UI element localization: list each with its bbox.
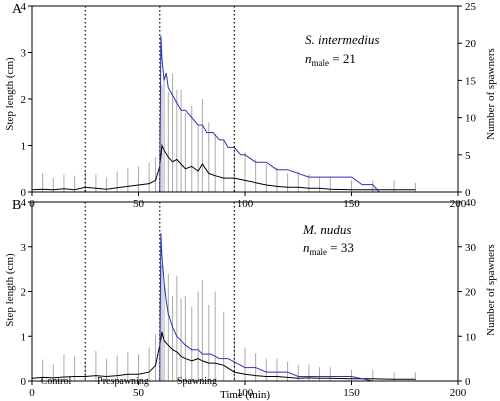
y-tick-label: 1	[21, 331, 27, 343]
y2-tick-label: 20	[465, 287, 477, 299]
x-tick-label: 50	[133, 387, 145, 399]
y2-tick-label: 0	[465, 376, 471, 388]
error-bars-b	[31, 264, 416, 381]
panel-label-b: B	[12, 198, 21, 213]
step-length-line-a	[31, 143, 416, 191]
error-bars-a	[31, 73, 416, 192]
x-tick-label: 100	[237, 198, 254, 210]
step-length-line-b	[31, 331, 416, 380]
n-male-label-b: nmale = 33	[303, 240, 354, 257]
panel-b: 0 50 100 150 200 0 1 2 3 4 0 10 20 30 40 B Step leng…	[4, 197, 497, 401]
y2-axis-title-b: Number of spawners	[485, 244, 497, 336]
y2-axis-title-a: Number of spawners	[485, 48, 497, 140]
y2-tick-label: 15	[465, 75, 477, 87]
y2-tick-label: 20	[465, 38, 477, 50]
spawners-line-a	[159, 35, 380, 193]
y-tick-label: 3	[21, 48, 27, 60]
phase-label-control: Control	[41, 376, 72, 387]
y-axis-title-a: Step length (cm)	[4, 57, 16, 131]
phase-label-prespawning: Prespawning	[97, 376, 149, 387]
y2-tick-label: 30	[465, 242, 477, 254]
n-subscript-b: male	[310, 247, 328, 257]
x-tick-label: 150	[343, 198, 360, 210]
x-tick-label: 50	[133, 198, 145, 210]
y-tick-label: 1	[21, 141, 27, 153]
y-tick-label: 3	[21, 242, 27, 254]
species-label-b: M. nudus	[302, 222, 351, 237]
panel-label-a: A	[12, 2, 23, 17]
x-tick-label: 100	[237, 387, 254, 399]
n-symbol-a: n	[305, 51, 312, 66]
x-axis-a: 0 50 100 150 200	[29, 192, 467, 210]
y2-tick-label: 0	[465, 187, 471, 199]
y2-tick-label: 10	[465, 113, 477, 125]
y2-tick-label: 10	[465, 331, 477, 343]
x-tick-label: 0	[29, 387, 35, 399]
y-tick-label: 4	[21, 1, 27, 13]
n-value-b: = 33	[327, 240, 354, 255]
n-symbol-b: n	[303, 240, 310, 255]
y-axis-left-a: 0 1 2 3 4	[21, 1, 32, 199]
n-subscript-a: male	[312, 58, 330, 68]
y-axis-left-b: 0 1 2 3 4	[21, 197, 32, 388]
y-axis-right-a: 0 5 10 15 20 25	[458, 1, 477, 199]
phase-dividers-a	[84, 6, 235, 192]
y-axis-right-b: 0 10 20 30 40	[458, 197, 477, 388]
x-axis-b: 0 50 100 150 200	[29, 381, 467, 399]
y-axis-title-b: Step length (cm)	[4, 253, 16, 327]
species-label-a: S. intermedius	[305, 32, 379, 47]
y-tick-label: 2	[21, 287, 27, 299]
phase-label-spawning: Spawning	[177, 376, 217, 387]
y2-tick-label: 5	[465, 150, 471, 162]
y-tick-label: 0	[21, 376, 27, 388]
spawners-line-b	[159, 233, 378, 382]
y2-tick-label: 25	[465, 1, 477, 13]
x-tick-label: 200	[450, 387, 467, 399]
y-tick-label: 0	[21, 187, 27, 199]
n-male-label-a: nmale = 21	[305, 51, 356, 68]
x-axis-title: Time (min)	[220, 389, 270, 401]
x-tick-label: 150	[343, 387, 360, 399]
y2-tick-label: 40	[465, 197, 477, 209]
n-value-a: = 21	[329, 51, 356, 66]
y-tick-label: 2	[21, 94, 27, 106]
y-tick-label: 4	[21, 197, 27, 209]
